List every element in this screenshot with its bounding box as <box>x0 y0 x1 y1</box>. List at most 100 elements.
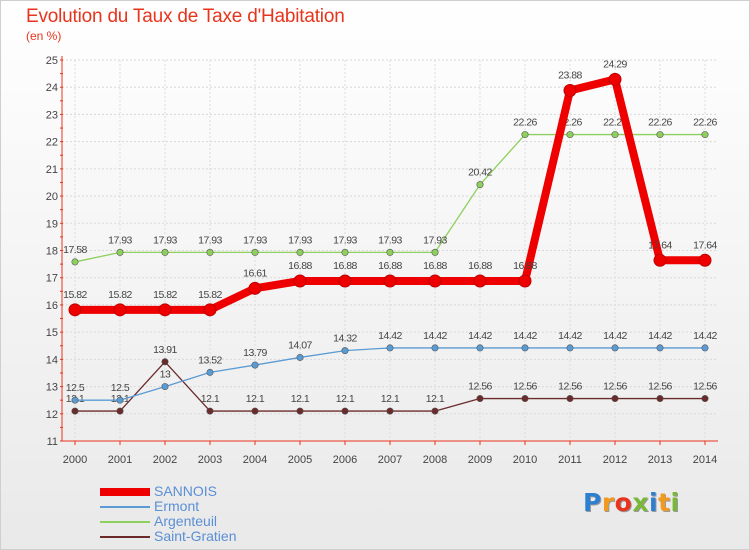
logo-letter: i <box>670 488 680 517</box>
y-tick-label: 25 <box>46 55 58 67</box>
data-label-argenteuil: 17.93 <box>288 234 312 246</box>
data-label-sannois: 15.82 <box>108 289 132 301</box>
data-point-ermont <box>386 344 394 352</box>
data-point-sannois <box>338 274 352 288</box>
legend-swatch <box>100 488 150 496</box>
x-tick-label: 2006 <box>333 454 357 466</box>
data-point-sannois <box>428 274 442 288</box>
chart-title: Evolution du Taux de Taxe d'Habitation <box>26 6 345 27</box>
data-point-argenteuil <box>431 248 439 256</box>
data-point-ermont <box>161 383 169 391</box>
data-point-saint-gratien <box>521 395 529 403</box>
y-tick-label: 13 <box>46 382 58 394</box>
y-tick-label: 21 <box>46 164 58 176</box>
data-label-sannois: 16.88 <box>468 260 492 272</box>
legend-swatch <box>100 521 150 523</box>
data-label-argenteuil: 17.93 <box>378 234 402 246</box>
x-tick-label: 2014 <box>693 454 717 466</box>
data-label-ermont: 13 <box>160 369 171 381</box>
data-point-sannois <box>698 253 712 267</box>
data-point-argenteuil <box>71 258 79 266</box>
data-point-saint-gratien <box>161 358 169 366</box>
data-point-saint-gratien <box>431 407 439 415</box>
data-point-saint-gratien <box>656 395 664 403</box>
data-label-argenteuil: 22.26 <box>513 117 537 129</box>
data-point-ermont <box>206 368 214 376</box>
data-point-ermont <box>296 353 304 361</box>
logo-letter: o <box>614 488 633 517</box>
data-label-argenteuil: 22.26 <box>558 117 582 129</box>
data-label-saint-gratien: 12.56 <box>513 381 537 393</box>
data-label-sannois: 15.82 <box>153 289 177 301</box>
x-tick-label: 2009 <box>468 454 492 466</box>
data-label-saint-gratien: 12.56 <box>603 381 627 393</box>
legend-label: Ermont <box>154 498 200 514</box>
data-label-ermont: 14.07 <box>288 339 312 351</box>
data-point-ermont <box>251 361 259 369</box>
data-label-saint-gratien: 12.1 <box>291 393 310 405</box>
data-label-ermont: 14.42 <box>648 330 672 342</box>
data-label-sannois: 23.88 <box>558 69 582 81</box>
x-tick-label: 2013 <box>648 454 672 466</box>
x-tick-label: 2000 <box>63 454 87 466</box>
data-point-sannois <box>608 72 622 86</box>
data-point-saint-gratien <box>566 395 574 403</box>
data-label-sannois: 24.29 <box>603 58 627 70</box>
data-point-sannois <box>383 274 397 288</box>
data-point-ermont <box>611 344 619 352</box>
y-tick-label: 15 <box>46 327 58 339</box>
data-label-ermont: 13.79 <box>243 347 267 359</box>
data-point-sannois <box>203 303 217 317</box>
data-label-argenteuil: 22.26 <box>603 117 627 129</box>
data-label-saint-gratien: 12.1 <box>201 393 220 405</box>
data-point-argenteuil <box>656 131 664 139</box>
data-label-argenteuil: 17.58 <box>63 244 87 256</box>
data-label-sannois: 16.88 <box>513 260 537 272</box>
data-point-saint-gratien <box>386 407 394 415</box>
data-label-argenteuil: 17.93 <box>423 234 447 246</box>
logo-letter: x <box>632 488 649 517</box>
data-label-argenteuil: 22.26 <box>693 117 717 129</box>
y-tick-label: 20 <box>46 191 58 203</box>
data-point-ermont <box>656 344 664 352</box>
data-point-argenteuil <box>341 248 349 256</box>
data-label-ermont: 13.52 <box>198 354 222 366</box>
x-tick-label: 2010 <box>513 454 537 466</box>
data-point-saint-gratien <box>701 395 709 403</box>
y-tick-label: 16 <box>46 300 58 312</box>
legend-swatch <box>100 506 150 508</box>
data-label-saint-gratien: 12.56 <box>558 381 582 393</box>
data-point-argenteuil <box>521 131 529 139</box>
data-point-sannois <box>473 274 487 288</box>
y-tick-label: 17 <box>46 273 58 285</box>
legend-label: Saint-Gratien <box>154 528 237 544</box>
data-label-saint-gratien: 12.56 <box>468 381 492 393</box>
data-point-ermont <box>521 344 529 352</box>
data-point-argenteuil <box>296 248 304 256</box>
data-label-argenteuil: 20.42 <box>468 167 492 179</box>
data-point-argenteuil <box>611 131 619 139</box>
x-tick-label: 2004 <box>243 454 267 466</box>
x-tick-label: 2001 <box>108 454 132 466</box>
data-label-saint-gratien: 13.91 <box>153 344 177 356</box>
data-point-sannois <box>563 83 577 97</box>
data-point-argenteuil <box>206 248 214 256</box>
y-tick-label: 11 <box>47 436 58 448</box>
data-point-sannois <box>518 274 532 288</box>
data-label-ermont: 14.42 <box>513 330 537 342</box>
y-tick-label: 14 <box>46 354 58 366</box>
data-label-ermont: 14.42 <box>693 330 717 342</box>
data-point-saint-gratien <box>71 407 79 415</box>
logo-letter: P <box>583 488 602 517</box>
data-label-ermont: 14.42 <box>468 330 492 342</box>
data-point-sannois <box>248 281 262 295</box>
data-label-sannois: 17.64 <box>693 239 717 251</box>
data-point-argenteuil <box>566 131 574 139</box>
data-point-saint-gratien <box>476 395 484 403</box>
data-label-argenteuil: 17.93 <box>333 234 357 246</box>
data-point-ermont <box>116 396 124 404</box>
data-label-sannois: 15.82 <box>63 289 87 301</box>
legend-label: SANNOIS <box>154 483 218 499</box>
y-tick-label: 19 <box>46 218 58 230</box>
data-label-sannois: 16.88 <box>423 260 447 272</box>
